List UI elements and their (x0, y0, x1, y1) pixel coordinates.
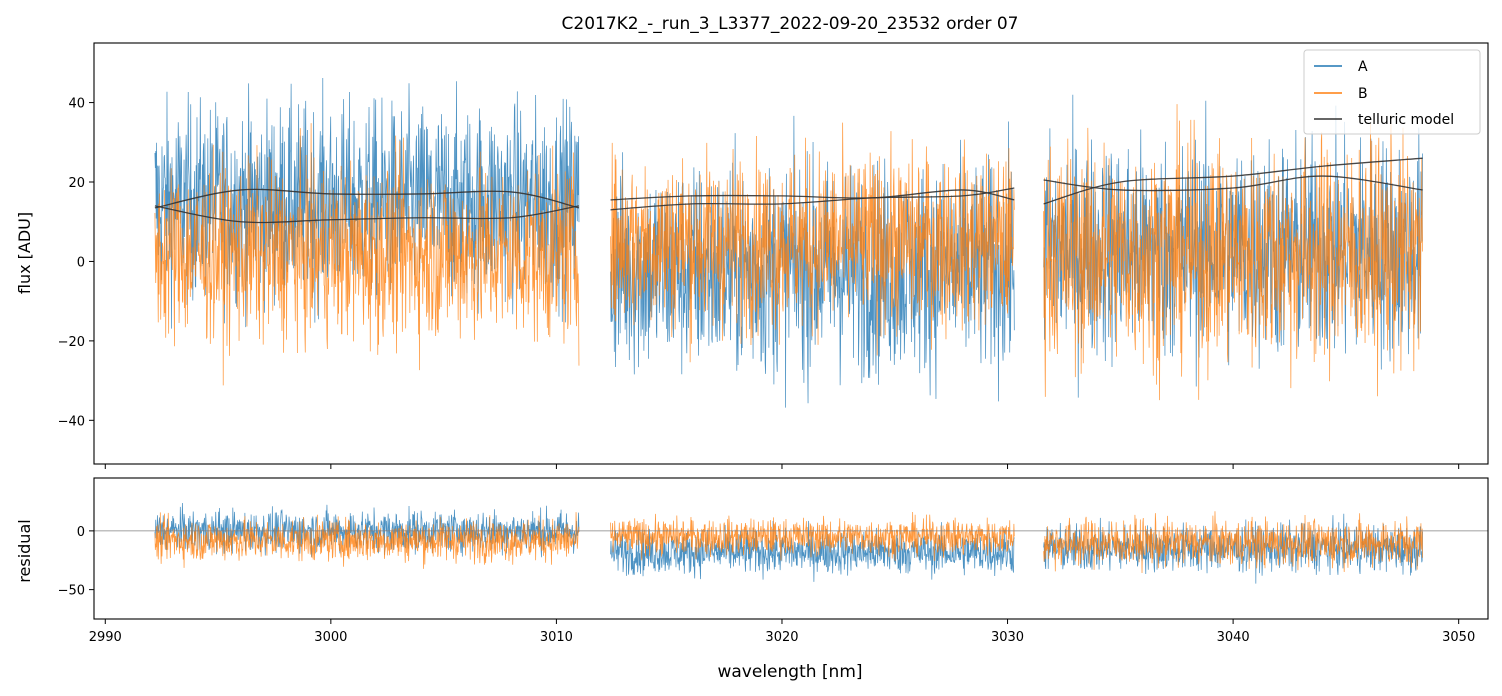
y-tick-label: −20 (58, 335, 85, 350)
y-tick-label: 0 (77, 255, 85, 270)
flux-y-axis-label: flux [ADU] (15, 212, 34, 294)
flux-panel: −40 −20 0 20 40 flux [ADU] A B telluric mode… (15, 42, 1489, 469)
series-b-segment-1 (154, 123, 580, 386)
legend: A B telluric model (1303, 49, 1481, 135)
series-b-segment-1 (154, 512, 580, 569)
x-tick-label: 3000 (314, 630, 347, 645)
residual-panel: 2990 3000 3010 3020 3030 3040 3050 −50 0 residu… (15, 477, 1489, 682)
telluric-model-segment-3-lower (1043, 157, 1423, 205)
x-tick-label: 3030 (991, 630, 1024, 645)
series-b-segment-3 (1043, 511, 1423, 574)
x-axis-label: wavelength [nm] (717, 662, 862, 682)
y-tick-label: 40 (68, 97, 85, 112)
legend-label-a: A (1358, 59, 1368, 75)
y-tick-label: 0 (77, 525, 85, 540)
flux-y-ticks: −40 −20 0 20 40 (58, 97, 94, 429)
telluric-model-segment-1-lower (154, 205, 580, 224)
y-tick-label: 20 (68, 176, 85, 191)
x-tick-label: 3010 (540, 630, 573, 645)
x-tick-label: 2990 (89, 630, 122, 645)
residual-y-axis-label: residual (15, 519, 34, 582)
chart-title: C2017K2_-_run_3_L3377_2022-09-20_23532 o… (562, 14, 1019, 34)
residual-axes-frame (93, 477, 1489, 620)
x-tick-label: 3050 (1442, 630, 1475, 645)
y-tick-label: −50 (58, 584, 85, 599)
x-tick-label: 3040 (1217, 630, 1250, 645)
telluric-model-segment-2-upper (610, 189, 1015, 201)
series-b-segment-3 (1043, 104, 1423, 401)
residual-x-ticks: 2990 3000 3010 3020 3030 3040 3050 (89, 619, 1475, 645)
telluric-model-segment-2-lower (610, 187, 1015, 211)
flux-x-ticks (104, 464, 1460, 469)
series-b-segment-2 (610, 512, 1015, 562)
legend-label-telluric: telluric model (1358, 112, 1454, 128)
legend-box (1303, 49, 1481, 135)
telluric-model-segment-1-upper (154, 188, 580, 209)
y-tick-label: −40 (58, 414, 85, 429)
series-a-segment-2 (610, 520, 1015, 582)
flux-axes-frame (93, 42, 1489, 465)
legend-label-b: B (1358, 86, 1368, 102)
residual-y-ticks: −50 0 (58, 525, 94, 599)
series-b-segment-2 (610, 122, 1015, 363)
residual-plot-area (94, 502, 1488, 584)
flux-plot-area (154, 78, 1423, 408)
telluric-model-segment-3-upper (1043, 175, 1423, 192)
x-tick-label: 3020 (765, 630, 798, 645)
